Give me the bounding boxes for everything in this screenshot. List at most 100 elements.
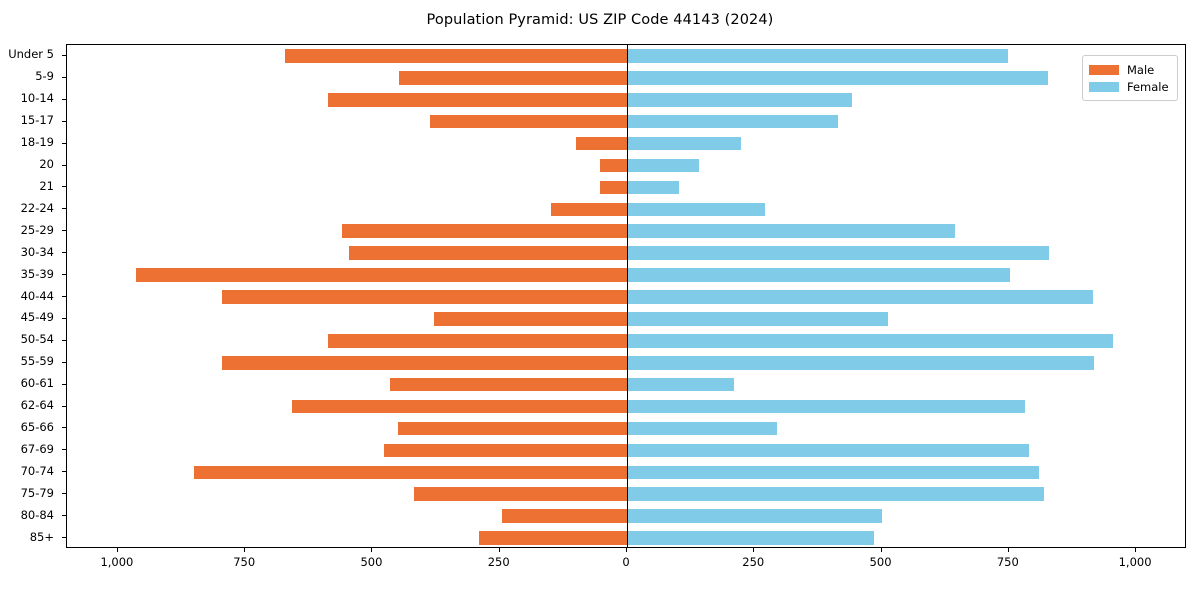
bar-row	[67, 355, 1185, 370]
bar-male-70-74	[193, 465, 627, 480]
bar-female-5-9	[627, 71, 1048, 85]
y-axis-tick	[62, 405, 66, 407]
y-axis-label: 80-84	[20, 507, 54, 522]
bar-male-50-54	[327, 334, 627, 348]
bar-male-55-59	[222, 355, 627, 370]
legend-entry-female[interactable]: Female	[1089, 78, 1171, 95]
bar-row	[67, 114, 1185, 129]
x-axis-label: 750	[233, 555, 256, 569]
bar-female-50-54	[627, 334, 1114, 348]
y-axis-label: 21	[39, 178, 54, 193]
bar-female-35-39	[627, 268, 1011, 282]
bar-row	[67, 92, 1185, 107]
bar-male-62-64	[291, 399, 627, 414]
y-axis-labels: 85+ 80-84 75-79 70-74 67-69 65-66 62-64 60-61 55…	[0, 44, 62, 548]
x-axis-label: 1,000	[100, 555, 134, 569]
x-axis-tick	[753, 548, 755, 552]
bar-female-85-	[627, 531, 874, 545]
bar-female-under-5	[627, 49, 1008, 63]
bar-female-21	[627, 180, 679, 195]
bar-female-22-24	[627, 202, 765, 217]
plot-area	[66, 44, 1186, 548]
bar-row	[67, 312, 1185, 326]
bar-female-60-61	[627, 377, 734, 392]
y-axis-label: 22-24	[20, 200, 54, 215]
bar-female-70-74	[627, 465, 1040, 480]
y-axis-tick	[62, 164, 66, 166]
bar-female-55-59	[627, 355, 1095, 370]
bar-male-15-17	[430, 114, 627, 129]
bar-row	[67, 136, 1185, 151]
y-axis-label: 35-39	[20, 266, 54, 281]
bar-female-18-19	[627, 136, 741, 151]
x-axis-label: 250	[487, 555, 510, 569]
bar-row	[67, 334, 1185, 348]
bar-male-18-19	[575, 136, 627, 151]
bar-male-22-24	[551, 202, 627, 217]
bar-female-67-69	[627, 443, 1030, 458]
bar-row	[67, 202, 1185, 217]
x-axis-tick	[116, 548, 118, 552]
x-axis-tick	[1007, 548, 1009, 552]
bar-row	[67, 399, 1185, 414]
bar-row	[67, 158, 1185, 173]
legend-entry-male[interactable]: Male	[1089, 61, 1171, 78]
bar-male-35-39	[136, 268, 627, 282]
x-axis-tick	[371, 548, 373, 552]
y-axis-tick	[62, 142, 66, 144]
x-axis-tick	[626, 548, 627, 552]
chart-legend: Male Female	[1082, 55, 1178, 101]
bar-row	[67, 246, 1185, 260]
y-axis-label: Under 5	[8, 47, 54, 62]
bar-row	[67, 268, 1185, 282]
x-axis-tick	[498, 548, 500, 552]
y-axis-label: 30-34	[20, 244, 54, 259]
y-axis-label: 75-79	[20, 485, 54, 500]
bar-male-21	[600, 180, 627, 195]
bar-female-20	[627, 158, 699, 173]
y-axis-tick	[62, 208, 66, 210]
bar-male-10-14	[328, 92, 627, 107]
x-axis-tick	[880, 548, 882, 552]
y-axis-tick	[62, 252, 66, 254]
bar-female-75-79	[627, 487, 1045, 501]
y-axis-tick	[62, 230, 66, 232]
y-axis-tick	[62, 186, 66, 188]
y-axis-tick	[62, 339, 66, 341]
bar-male-65-66	[397, 421, 627, 436]
bar-female-80-84	[627, 509, 882, 523]
x-axis-label: 1,000	[1118, 555, 1152, 569]
bar-male-under-5	[285, 49, 627, 63]
bar-male-20	[600, 158, 627, 173]
x-axis-label: 250	[742, 555, 765, 569]
bar-female-65-66	[627, 421, 778, 436]
bar-row	[67, 487, 1185, 501]
y-axis-tick	[62, 120, 66, 122]
y-axis-label: 50-54	[20, 332, 54, 347]
bar-male-85-	[478, 531, 627, 545]
y-axis-tick	[62, 361, 66, 363]
bar-row	[67, 224, 1185, 239]
y-axis-label: 10-14	[20, 91, 54, 106]
y-axis-label: 85+	[29, 529, 54, 544]
zero-axis-line	[627, 45, 628, 547]
bar-female-45-49	[627, 312, 888, 326]
legend-swatch-icon	[1089, 81, 1119, 92]
bar-row	[67, 443, 1185, 458]
bar-row	[67, 509, 1185, 523]
y-axis-label: 5-9	[35, 69, 54, 84]
bar-male-75-79	[413, 487, 627, 501]
bar-male-30-34	[348, 246, 627, 260]
y-axis-tick	[62, 493, 66, 495]
bar-row	[67, 180, 1185, 195]
bar-row	[67, 421, 1185, 436]
bar-female-40-44	[627, 290, 1093, 304]
y-axis-tick	[62, 471, 66, 473]
bar-female-30-34	[627, 246, 1049, 260]
y-axis-tick	[62, 515, 66, 517]
bar-male-60-61	[389, 377, 627, 392]
y-axis-label: 67-69	[20, 441, 54, 456]
y-axis-label: 62-64	[20, 398, 54, 413]
y-axis-tick	[62, 274, 66, 276]
